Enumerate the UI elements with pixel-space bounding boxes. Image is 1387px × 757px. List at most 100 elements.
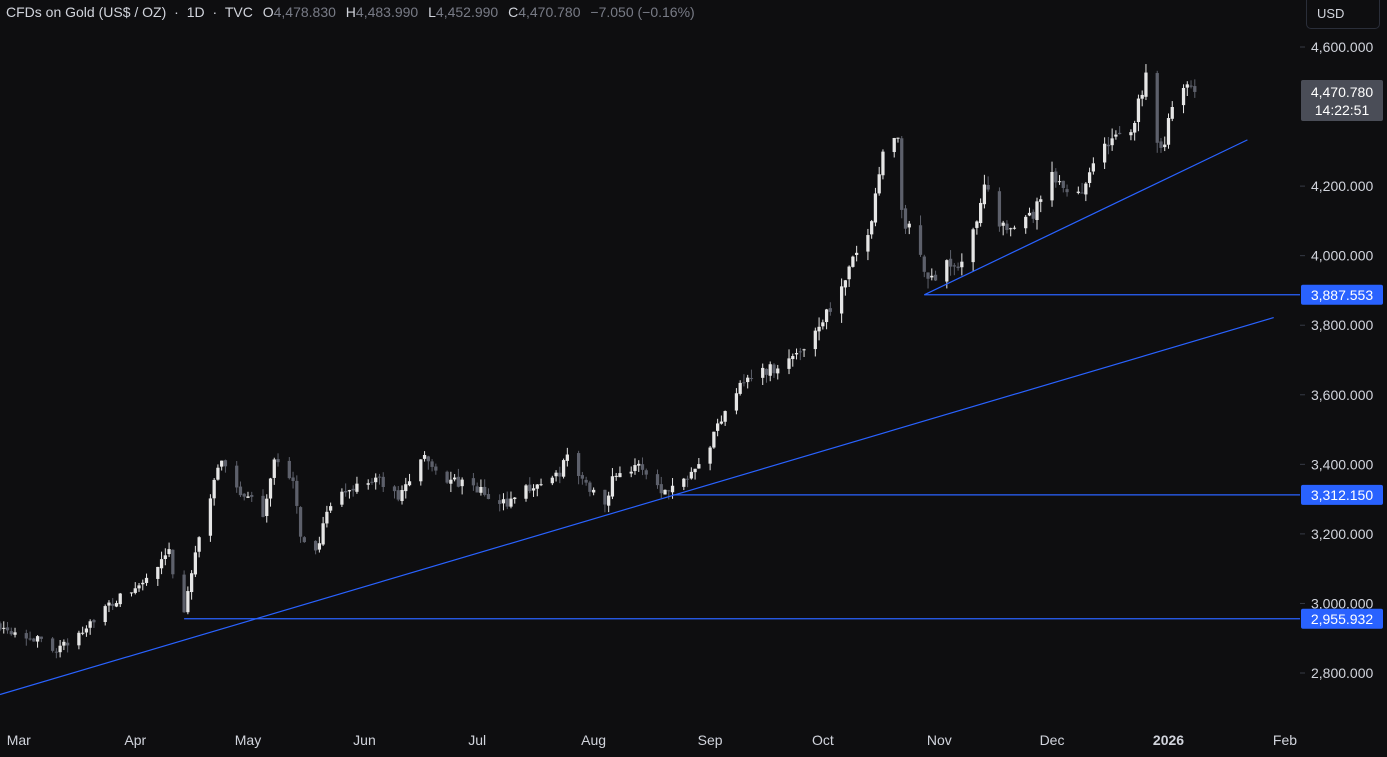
candle [618, 466, 622, 478]
candle [456, 468, 461, 488]
candle [486, 488, 491, 500]
candle [828, 302, 832, 316]
candle [366, 479, 370, 490]
candle [298, 506, 303, 543]
candle [1076, 186, 1080, 195]
last-price-value: 4,470.780 [1311, 84, 1373, 100]
candle [1084, 182, 1088, 202]
candle [870, 219, 874, 239]
candle [265, 494, 269, 523]
candle [746, 374, 750, 389]
x-tick-label: Jun [353, 732, 376, 748]
candle [317, 536, 321, 553]
candle [422, 451, 427, 462]
candle [685, 475, 690, 488]
high-value: 4,483.990 [355, 4, 419, 20]
candle [933, 270, 938, 282]
candle [107, 600, 111, 613]
candle [952, 263, 956, 276]
candle [761, 363, 765, 385]
candle [400, 485, 404, 505]
price-axis: 2,800.000 3,000.000 3,200.000 3,400.000 3,60… [1300, 39, 1373, 681]
trendline[interactable] [0, 316, 1274, 696]
candle [141, 579, 145, 591]
candle [77, 630, 81, 650]
x-tick-label: Aug [581, 732, 606, 748]
candle [24, 629, 28, 646]
candle [1110, 128, 1114, 151]
x-tick-label: May [235, 732, 261, 748]
candle [1155, 70, 1159, 153]
candle [1061, 180, 1065, 193]
x-tick-label: Mar [7, 732, 31, 748]
candle [734, 388, 739, 415]
candle [291, 471, 295, 489]
candle [576, 450, 581, 485]
candle [524, 484, 528, 502]
candle [35, 635, 40, 648]
candle [223, 459, 228, 473]
candle [659, 476, 663, 499]
candle [742, 374, 746, 387]
level-price-label: 2,955.932 [1311, 611, 1373, 627]
candle [377, 473, 382, 485]
candle [607, 491, 611, 513]
candle [1114, 130, 1118, 140]
candle [813, 327, 817, 357]
candle [1136, 94, 1141, 132]
candle [663, 489, 667, 495]
candle [129, 592, 134, 597]
candle [483, 479, 487, 497]
price-tags-layer: 2,955.932 3,312.150 3,887.553 4,470.780 14:2… [1301, 79, 1383, 629]
last-price-tag: 4,470.780 14:22:51 [1301, 79, 1383, 121]
close-value: 4,470.780 [518, 4, 581, 20]
candle [186, 586, 190, 615]
candle [629, 466, 633, 478]
candle [426, 455, 430, 470]
candle [189, 570, 194, 600]
candle [719, 415, 724, 425]
candle [1185, 81, 1189, 97]
candle [445, 470, 449, 484]
candle [1189, 80, 1193, 89]
level-price-tag: 3,312.150 [1301, 484, 1383, 505]
candle [242, 493, 246, 501]
candle [986, 176, 990, 192]
candle [1144, 64, 1148, 101]
x-tick-label: Jul [468, 732, 486, 748]
candle [272, 457, 276, 485]
candle [434, 463, 438, 475]
candle [535, 484, 539, 497]
interval-label[interactable]: 1D [186, 4, 205, 20]
candle [54, 648, 58, 659]
candle [689, 467, 693, 480]
x-tick-label: Dec [1040, 732, 1065, 748]
candle [930, 268, 934, 281]
currency-button[interactable]: USD [1306, 0, 1380, 29]
candles-layer [0, 64, 1197, 659]
candle [584, 476, 588, 486]
candle [193, 545, 198, 578]
candle [1193, 79, 1197, 98]
candle [640, 457, 645, 476]
candle [1065, 184, 1069, 197]
candle [655, 469, 660, 489]
candle [392, 485, 397, 499]
symbol-title[interactable]: CFDs on Gold (US$ / OZ) [6, 4, 167, 20]
candle [62, 639, 66, 651]
candle [907, 220, 911, 235]
candle [220, 460, 224, 471]
candle [768, 361, 772, 382]
candle [374, 473, 378, 490]
candle [216, 464, 220, 481]
level-price-label: 3,312.150 [1311, 487, 1373, 503]
y-tick-label: 3,000.000 [1311, 595, 1373, 611]
candle [276, 453, 280, 467]
candle [321, 516, 325, 546]
candle [351, 485, 355, 497]
trendline[interactable] [924, 139, 1248, 296]
candle [723, 410, 727, 426]
candle [1027, 207, 1032, 217]
